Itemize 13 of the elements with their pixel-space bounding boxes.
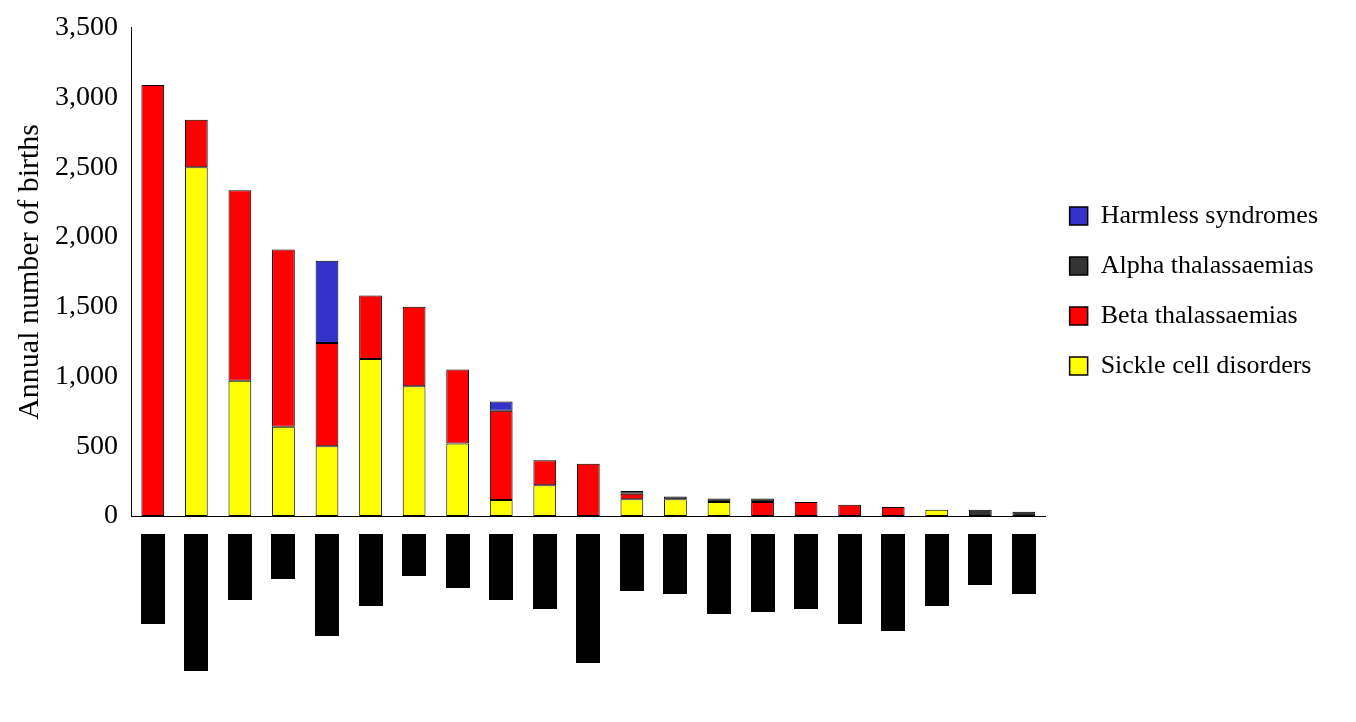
y-tick-label: 3,000 — [55, 79, 118, 111]
y-tick-label: 1,000 — [55, 358, 118, 390]
legend-label: Harmless syndromes — [1100, 199, 1318, 229]
y-tick-label: 1,500 — [55, 289, 118, 321]
y-tick-label: 500 — [76, 428, 118, 460]
y-tick-label: 2,500 — [55, 149, 118, 181]
y-tick-label: 2,000 — [55, 219, 118, 251]
y-tick-label: 3,500 — [55, 10, 118, 42]
y-axis-title: Annual number of births — [10, 124, 44, 420]
legend-label: Sickle cell disorders — [1100, 349, 1312, 379]
legend-label: Alpha thalassaemias — [1100, 249, 1314, 279]
y-tick-label: 0 — [104, 498, 118, 530]
legend-label: Beta thalassaemias — [1100, 299, 1298, 329]
